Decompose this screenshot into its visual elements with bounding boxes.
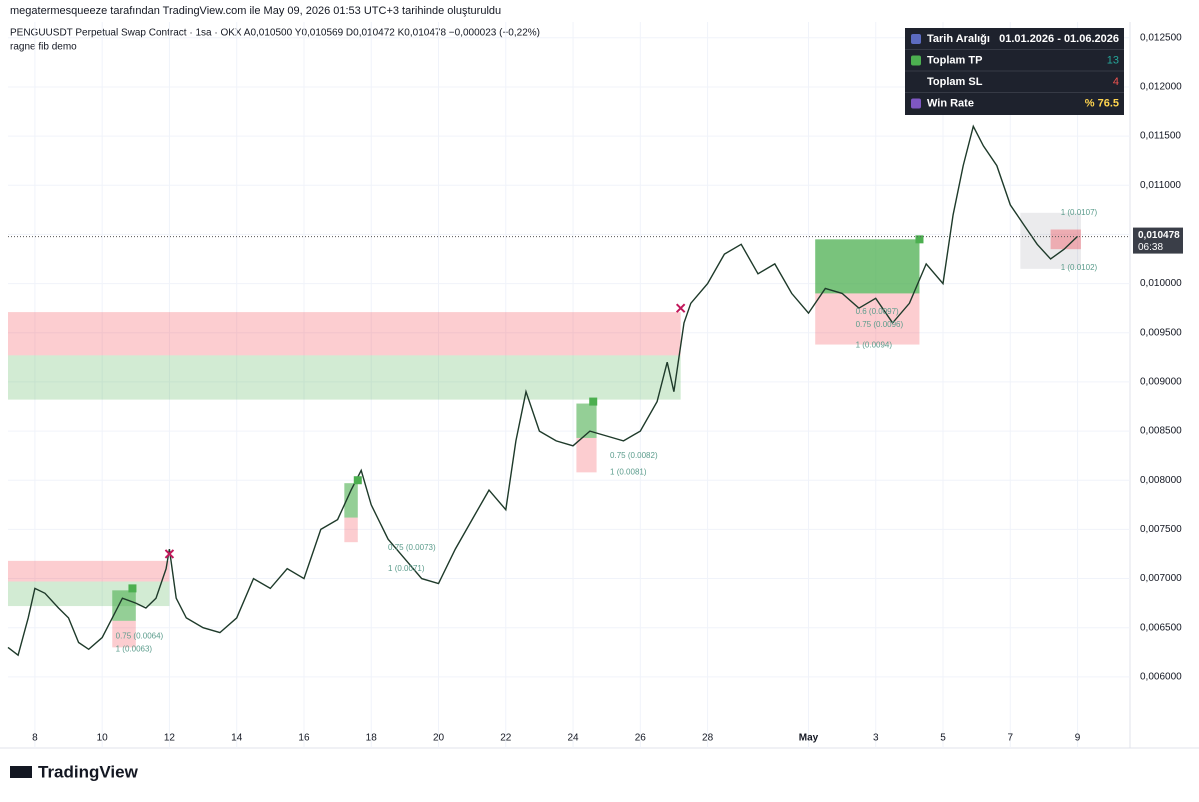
y-tick-label: 0,009000 [1140, 377, 1182, 388]
zone [8, 312, 681, 356]
y-tick-label: 0,007500 [1140, 524, 1182, 535]
y-tick-label: 0,008500 [1140, 426, 1182, 437]
y-tick-label: 0,010000 [1140, 278, 1182, 289]
zone [112, 620, 136, 648]
fib-label: 0.6 (0.0097) [856, 307, 899, 316]
y-tick-label: 0,007000 [1140, 573, 1182, 584]
y-tick-label: 0,011500 [1140, 131, 1181, 142]
zone [576, 403, 597, 438]
x-tick-label: 20 [433, 733, 445, 744]
tp-marker [353, 476, 362, 485]
fib-label: 1 (0.0081) [610, 467, 647, 476]
stats-label: Tarih Aralığı [927, 33, 990, 45]
x-tick-label: May [799, 733, 819, 744]
stats-icon [911, 34, 921, 44]
fib-label: 0.75 (0.0096) [856, 320, 904, 329]
stats-value: 13 [1107, 54, 1119, 66]
x-tick-label: 9 [1075, 733, 1081, 744]
fib-label: 0.75 (0.0082) [610, 451, 658, 460]
sl-marker [164, 549, 175, 559]
zone [1050, 229, 1081, 250]
sl-marker [675, 303, 686, 313]
zone [815, 239, 920, 294]
stats-value: % 76.5 [1085, 97, 1119, 109]
tp-marker [915, 235, 924, 244]
stats-label: Toplam TP [927, 54, 982, 66]
tp-marker [128, 584, 137, 593]
x-tick-label: 22 [500, 733, 512, 744]
zone [8, 355, 681, 400]
last-price-box [1133, 227, 1183, 254]
fib-label: 0.75 (0.0073) [388, 543, 436, 552]
zone [576, 437, 597, 473]
y-tick-label: 0,011000 [1140, 180, 1181, 191]
x-tick-label: 12 [164, 733, 176, 744]
y-tick-label: 0,006000 [1140, 672, 1182, 683]
zone [8, 560, 170, 582]
fib-label: 0.75 (0.0064) [116, 632, 164, 641]
symbol: PENGUUSDT Perpetual Swap Contract · 1sa … [10, 28, 540, 39]
x-tick-label: 14 [231, 733, 243, 744]
fib-label: 1 (0.0107) [1061, 208, 1098, 217]
fib-label: 1 (0.0094) [856, 341, 893, 350]
last-price: 0,010478 [1138, 230, 1180, 241]
stats-label: Win Rate [927, 97, 974, 109]
zone [344, 483, 358, 518]
credit: megatermesqueeze tarafından TradingView.… [10, 5, 501, 17]
tp-marker [589, 397, 598, 406]
zone [8, 581, 170, 607]
y-tick-label: 0,012500 [1140, 32, 1182, 43]
zone [815, 293, 920, 345]
y-tick-label: 0,009500 [1140, 327, 1182, 338]
x-tick-label: 16 [298, 733, 310, 744]
x-tick-label: 3 [873, 733, 879, 744]
x-tick-label: 18 [366, 733, 378, 744]
y-tick-label: 0,012000 [1140, 82, 1182, 93]
x-tick-label: 24 [567, 733, 579, 744]
x-tick-label: 5 [940, 733, 946, 744]
countdown: 06:38 [1138, 242, 1163, 253]
x-tick-label: 8 [32, 733, 38, 744]
y-tick-label: 0,008000 [1140, 475, 1182, 486]
x-tick-label: 26 [635, 733, 647, 744]
fib-label: 1 (0.0063) [116, 644, 153, 653]
fib-label: 1 (0.0102) [1061, 263, 1098, 272]
x-tick-label: 7 [1008, 733, 1014, 744]
stats-value: 01.01.2026 - 01.06.2026 [999, 33, 1119, 45]
logo-text: TradingView [38, 762, 139, 781]
indicator: ragne fib demo [10, 42, 77, 53]
stats-icon [911, 55, 921, 66]
price-line [7, 124, 1078, 657]
zone [112, 590, 136, 621]
fib-label: 1 (0.0071) [388, 564, 425, 573]
x-tick-label: 28 [702, 733, 714, 744]
stats-value: 4 [1113, 76, 1119, 88]
zone [344, 517, 358, 543]
x-tick-label: 10 [97, 733, 109, 744]
stats-panel: Tarih Aralığı 01.01.2026 - 01.06.2026 Topl… [905, 28, 1124, 115]
logo: TradingView [10, 762, 139, 781]
stats-icon [911, 98, 921, 109]
stats-label: Toplam SL [927, 76, 983, 88]
y-tick-label: 0,006500 [1140, 622, 1182, 633]
